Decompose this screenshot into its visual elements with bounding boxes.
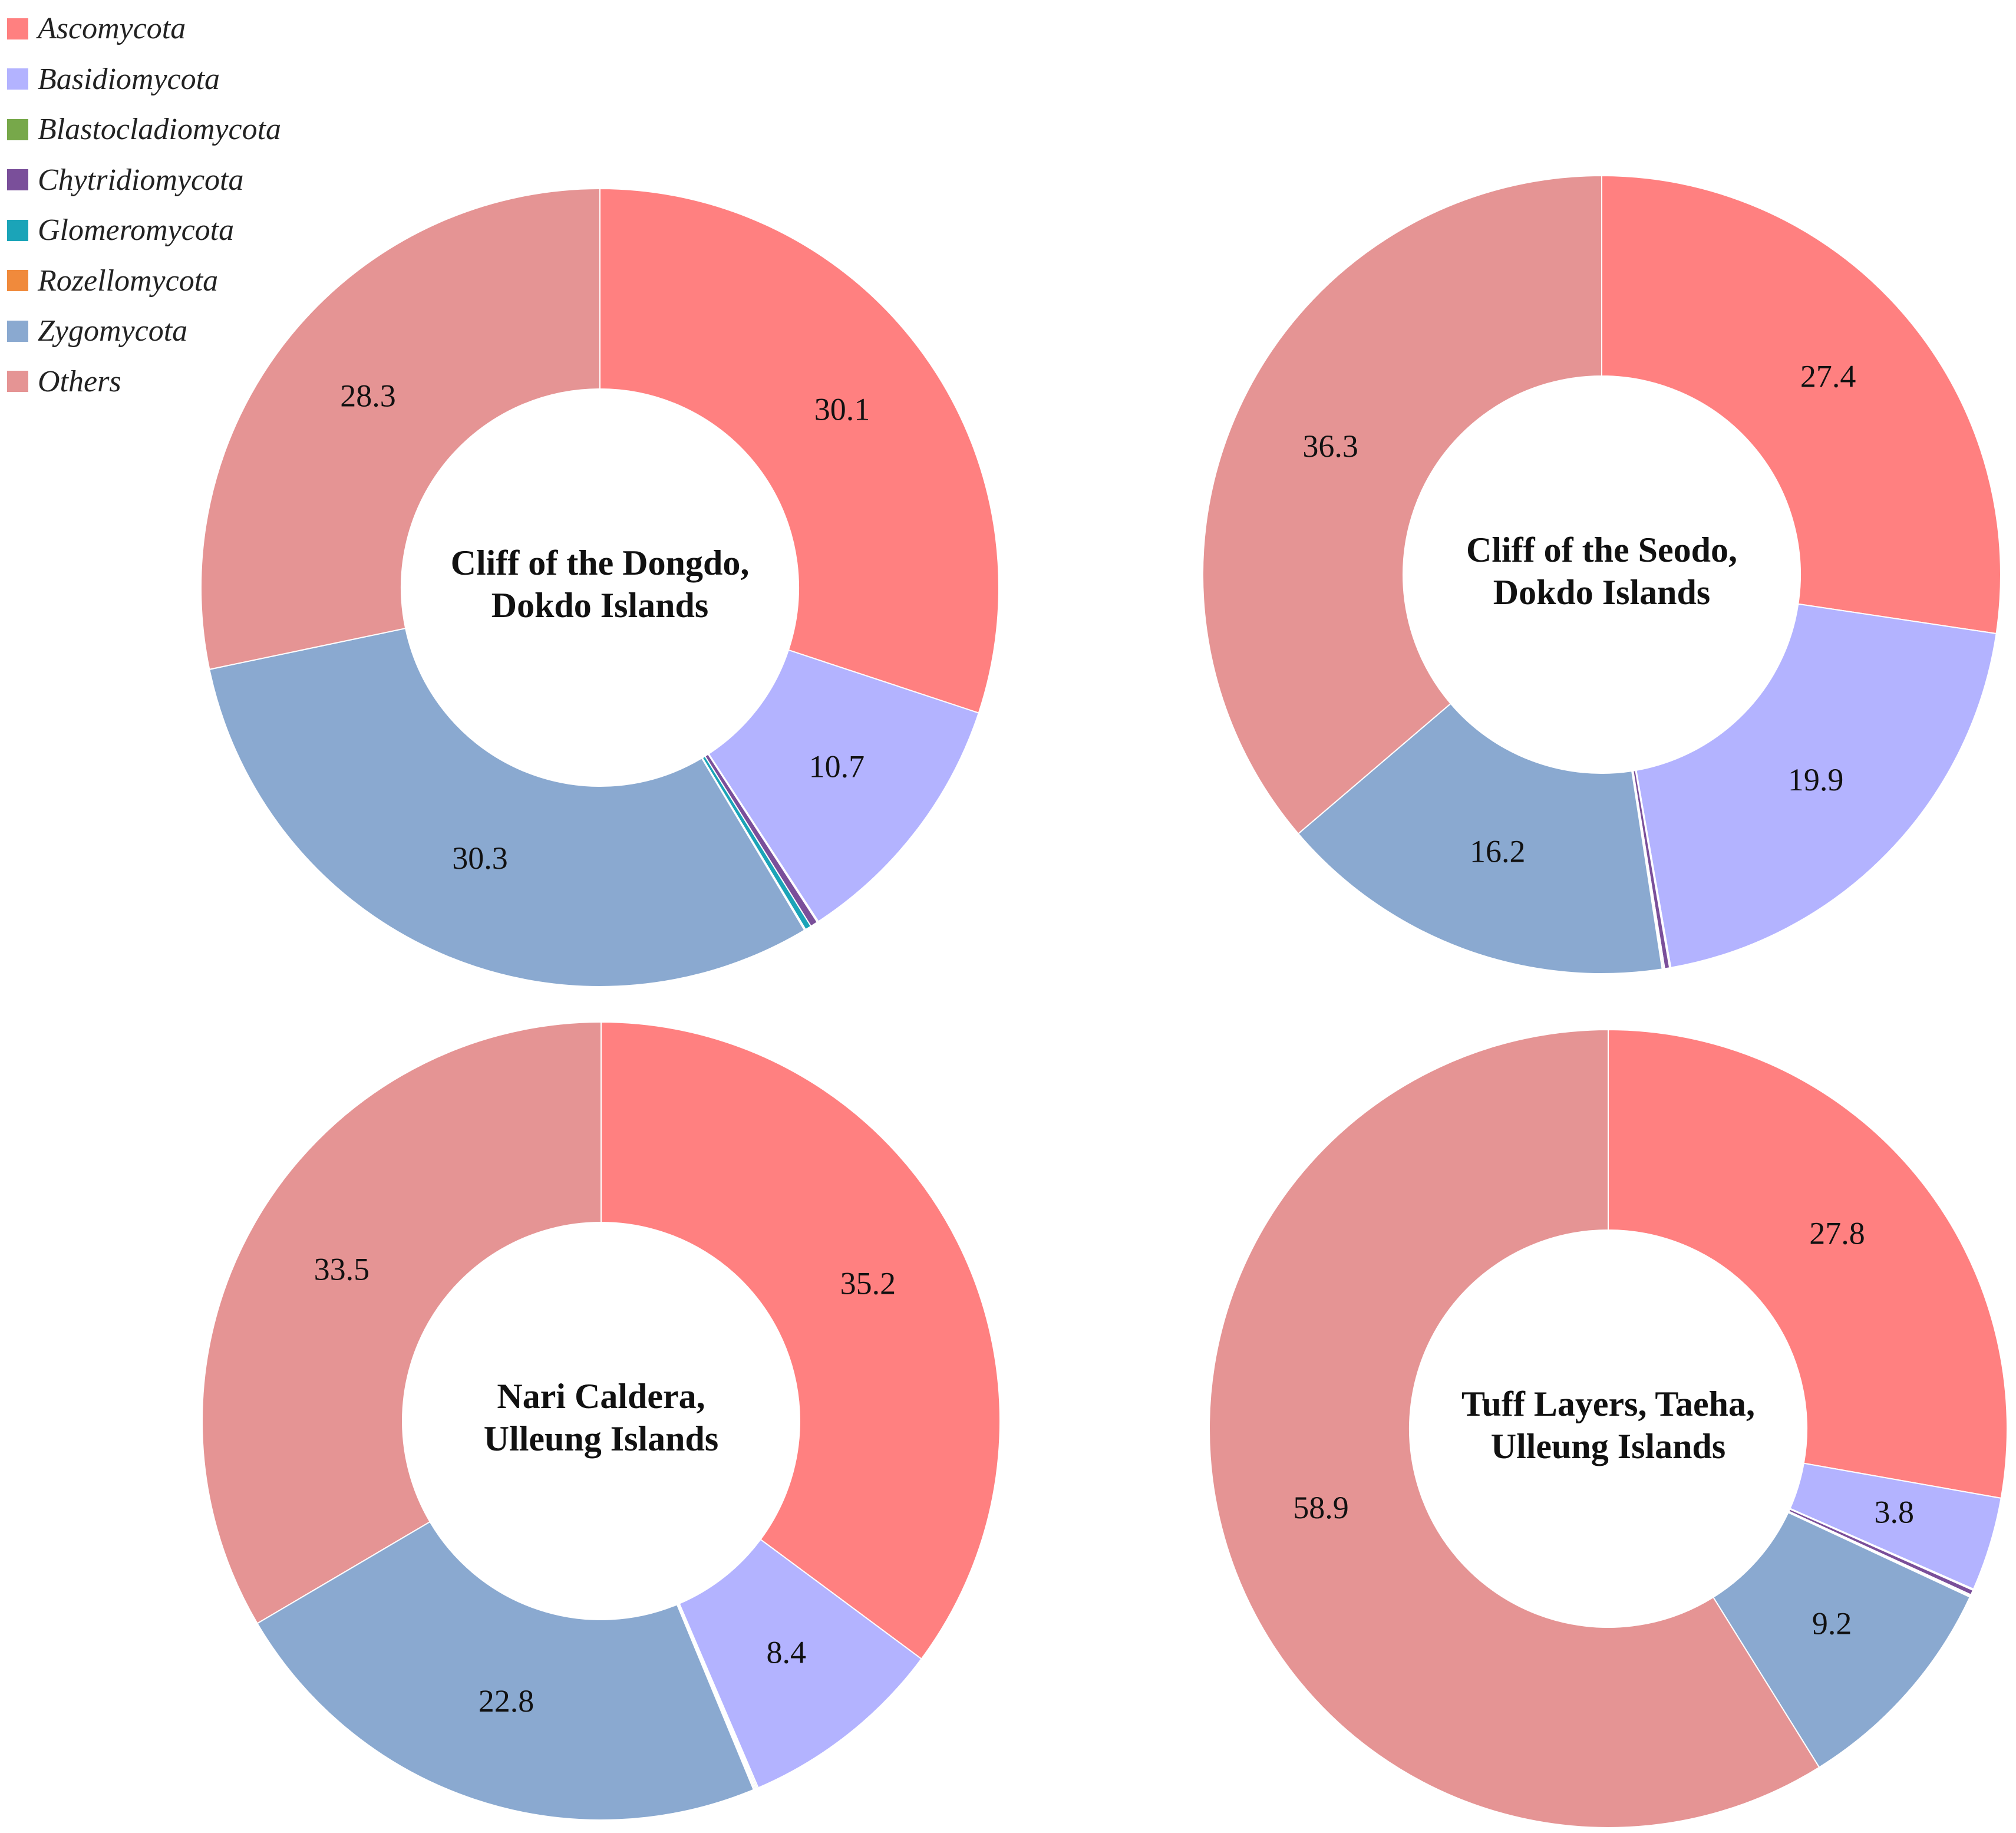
slice-value-label: 27.4 (1800, 358, 1856, 394)
legend-item-others: Others (7, 357, 281, 407)
chart-center-title: Tuff Layers, Taeha, (1461, 1384, 1755, 1423)
slice-ascomycota (1608, 1028, 2008, 1499)
legend-swatch (7, 219, 28, 241)
chart-legend: Ascomycota Basidiomycota Blastocladiomycot… (7, 4, 281, 407)
slice-value-label: 9.2 (1812, 1605, 1852, 1641)
slice-ascomycota (1601, 174, 2001, 635)
donut-chart-2: 27.4 19.9 16.2 36.3 Cliff of the Seodo, Dokdo… (1202, 174, 2001, 974)
slice-value-label: 36.3 (1302, 428, 1358, 464)
legend-item-blastocladiomycota: Blastocladiomycota (7, 104, 281, 155)
slice-ascomycota (599, 187, 999, 714)
slice-value-label: 30.1 (814, 391, 870, 427)
slice-ascomycota (600, 1021, 1001, 1660)
slice-zygomycota (1712, 1511, 1971, 1768)
slice-value-label: 8.4 (766, 1634, 806, 1670)
legend-label: Ascomycota (38, 12, 186, 46)
donut-chart-4: 27.8 3.8 9.2 58.9 Tuff Layers, Taeha, Ulleung… (1209, 1028, 2008, 1828)
slice-basidiomycota (1635, 603, 1997, 968)
legend-swatch (7, 118, 28, 140)
slice-basidiomycota (708, 649, 980, 922)
slice-zygomycota (209, 627, 806, 988)
legend-item-zygomycota: Zygomycota (7, 306, 281, 357)
donut-chart-1: 30.1 10.7 30.3 28.3 Cliff of the Dongdo, Dokd… (200, 187, 999, 988)
chart-center-title: Nari Caldera, (497, 1377, 705, 1416)
legend-label: Zygomycota (38, 314, 188, 348)
legend-swatch (7, 18, 28, 39)
slice-value-label: 28.3 (340, 378, 396, 414)
slice-value-label: 33.5 (314, 1252, 370, 1287)
slice-others (202, 1021, 602, 1624)
legend-item-glomeromycota: Glomeromycota (7, 205, 281, 256)
slice-value-label: 3.8 (1874, 1494, 1914, 1529)
slice-others (200, 187, 600, 670)
legend-label: Basidiomycota (38, 62, 220, 96)
chart-center-title: Cliff of the Seodo, (1466, 530, 1737, 569)
slice-others (1202, 174, 1602, 835)
slice-basidiomycota (678, 1538, 922, 1789)
chart-center-title: Ulleung Islands (1491, 1427, 1726, 1466)
legend-item-basidiomycota: Basidiomycota (7, 54, 281, 105)
legend-label: Glomeromycota (38, 213, 235, 248)
chart-center-title: Ulleung Islands (484, 1419, 719, 1458)
slice-zygomycota (256, 1521, 755, 1821)
slice-value-label: 27.8 (1809, 1216, 1865, 1251)
legend-swatch (7, 371, 28, 393)
slice-zygomycota (1297, 703, 1663, 974)
legend-label: Chytridiomycota (38, 163, 244, 197)
slice-value-label: 22.8 (479, 1683, 534, 1719)
legend-label: Others (38, 364, 121, 398)
legend-swatch (7, 270, 28, 292)
legend-label: Rozellomycota (38, 263, 219, 298)
chart-center-title: Dokdo Islands (491, 586, 709, 625)
slice-value-label: 35.2 (840, 1266, 896, 1301)
slice-value-label: 30.3 (452, 840, 508, 876)
donut-chart-3: 35.2 8.4 22.8 33.5 Nari Caldera,Ulleung Isla… (202, 1021, 1001, 1821)
slice-others (1209, 1028, 1820, 1828)
chart-center-title: Cliff of the Dongdo, (451, 543, 750, 582)
legend-swatch (7, 68, 28, 90)
legend-item-rozellomycota: Rozellomycota (7, 256, 281, 306)
legend-item-ascomycota: Ascomycota (7, 4, 281, 54)
legend-item-chytridiomycota: Chytridiomycota (7, 155, 281, 206)
slice-value-label: 10.7 (809, 749, 865, 784)
slice-value-label: 58.9 (1293, 1490, 1349, 1525)
slice-value-label: 16.2 (1470, 834, 1526, 869)
legend-swatch (7, 320, 28, 342)
legend-swatch (7, 169, 28, 191)
chart-center-title: Dokdo Islands (1493, 573, 1711, 612)
slice-value-label: 19.9 (1788, 762, 1844, 797)
legend-label: Blastocladiomycota (38, 113, 282, 147)
